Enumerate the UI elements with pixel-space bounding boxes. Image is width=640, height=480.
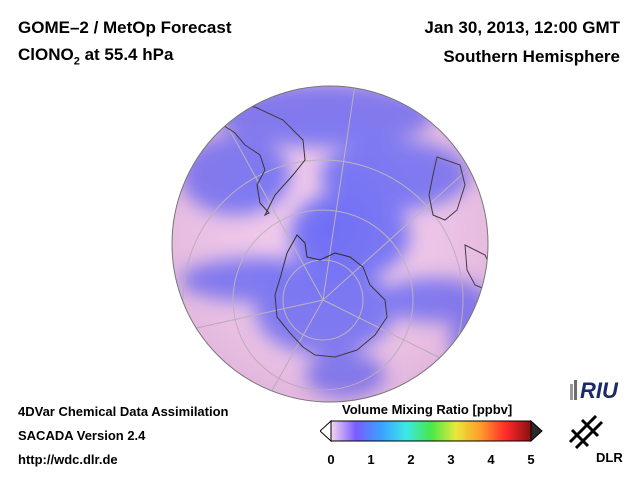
colorbar-tick-label: 1	[367, 452, 375, 467]
riu-logo-text: RIU	[580, 378, 619, 403]
colorbar-tick-label: 0	[327, 452, 335, 467]
species-label: ClONO2 at 55.4 hPa	[18, 45, 173, 67]
colorbar-tick-label: 4	[487, 452, 495, 467]
dlr-logo-icon	[568, 414, 604, 450]
forecast-date: Jan 30, 2013, 12:00 GMT	[424, 18, 620, 37]
pressure-level: at 55.4 hPa	[79, 45, 174, 64]
hemisphere-label: Southern Hemisphere	[443, 47, 620, 66]
colorbar-tick-label: 5	[527, 452, 535, 467]
colorbar-high-arrow	[530, 420, 543, 442]
species-subscript: 2	[73, 55, 80, 68]
footer-version: SACADA Version 2.4	[18, 428, 146, 443]
colorbar-low-arrow	[320, 420, 332, 442]
colorbar-tick-label: 2	[407, 452, 415, 467]
colorbar-tick-label: 3	[447, 452, 455, 467]
colorbar-title: Volume Mixing Ratio [ppbv]	[342, 402, 513, 417]
globe-outline	[171, 85, 489, 403]
colorbar-gradient	[330, 420, 532, 442]
colorbar	[320, 420, 543, 442]
footer-assimilation: 4DVar Chemical Data Assimilation	[18, 404, 229, 419]
riu-logo-icon: RIU	[570, 378, 619, 403]
footer-url[interactable]: http://wdc.dlr.de	[18, 452, 118, 467]
species-name: ClONO	[18, 45, 74, 64]
globe-map	[171, 85, 489, 403]
dlr-logo-text: DLR	[596, 450, 623, 465]
map-title: GOME–2 / MetOp Forecast	[18, 18, 232, 37]
